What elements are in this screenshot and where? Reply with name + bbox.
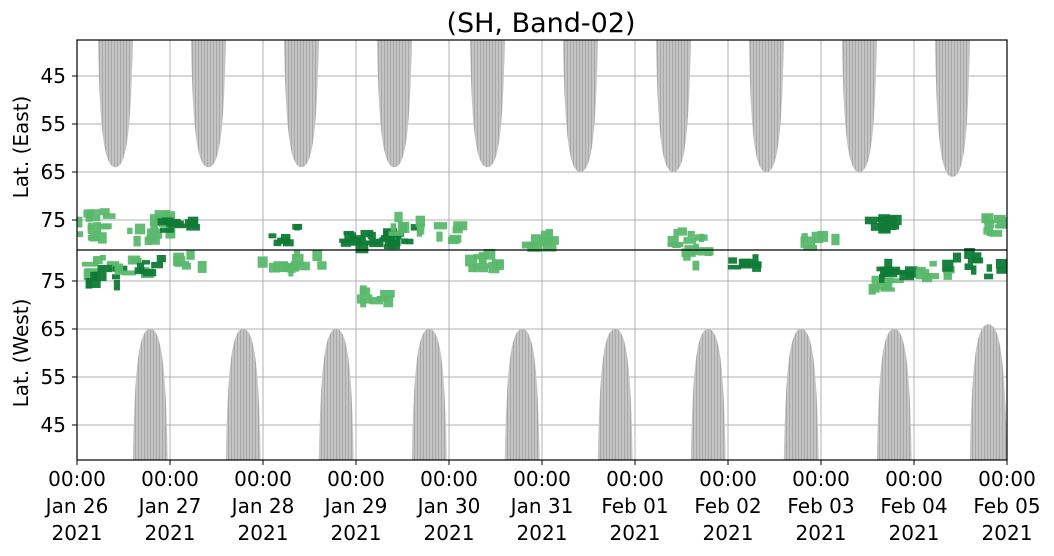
activity-cell (981, 213, 1007, 237)
activity-cell (356, 285, 395, 308)
x-tick-label: 2021 (424, 521, 475, 545)
x-tick-label: Feb 01 (601, 494, 668, 518)
daylight-west-region (783, 329, 819, 460)
y-tick-label: 45 (41, 64, 66, 88)
x-tick-label: 00:00 (885, 467, 943, 491)
x-tick-label: Jan 28 (230, 494, 295, 518)
activity-cell (984, 258, 1007, 280)
y-tick-label: 45 (41, 413, 66, 437)
x-tick-label: 2021 (703, 521, 754, 545)
daylight-east-region (655, 40, 691, 172)
activity-cell (157, 216, 200, 233)
x-tick-label: 2021 (145, 521, 196, 545)
x-tick-label: 2021 (238, 521, 289, 545)
x-tick-label: 00:00 (513, 467, 571, 491)
x-axis: 00:00 Jan 26 2021 00:00 Jan 27 2021 00:00 Jan 2… (44, 460, 1041, 545)
daylight-east-region (97, 40, 133, 168)
x-tick-label: 00:00 (48, 467, 106, 491)
activity-cell (433, 221, 468, 245)
y-axis: 45 55 65 75 75 65 55 45 (41, 64, 77, 437)
activity-cell (942, 248, 984, 275)
x-tick-label: 00:00 (420, 467, 478, 491)
x-tick-label: Jan 27 (137, 494, 202, 518)
daylight-east-region (190, 40, 226, 168)
x-tick-label: Feb 02 (694, 494, 761, 518)
daylight-east-region (283, 40, 319, 168)
daylight-west-region (876, 329, 912, 460)
activity-cell (800, 230, 840, 251)
x-tick-label: Jan 26 (44, 494, 109, 518)
y-tick-label: 55 (41, 112, 66, 136)
activity-regions (77, 208, 1007, 308)
daylight-east-region (841, 40, 877, 172)
daylight-west-region (504, 329, 540, 460)
activity-cell (667, 227, 708, 249)
daylight-east-region (748, 40, 784, 172)
y-tick-label: 75 (41, 269, 66, 293)
activity-cell (257, 256, 299, 277)
y-tick-label: 75 (41, 208, 66, 232)
x-tick-label: 2021 (889, 521, 940, 545)
activity-cell (268, 223, 303, 247)
y-tick-label: 65 (41, 317, 66, 341)
x-tick-label: 00:00 (141, 467, 199, 491)
activity-cell (134, 254, 166, 277)
daylight-west-region (225, 329, 261, 460)
y-axis-label-west: Lat. (West) (9, 299, 33, 408)
x-tick-label: 00:00 (978, 467, 1036, 491)
activity-cell (173, 250, 207, 273)
activity-cell (681, 243, 714, 271)
x-tick-label: 2021 (610, 521, 661, 545)
x-tick-label: 2021 (517, 521, 568, 545)
daylight-east-region (562, 40, 598, 172)
activity-cell (868, 275, 904, 295)
chart-title: (SH, Band-02) (446, 8, 635, 39)
daylight-west-region (690, 329, 726, 460)
x-tick-label: 2021 (982, 521, 1033, 545)
daylight-east-region (376, 40, 412, 168)
x-tick-label: 2021 (796, 521, 847, 545)
x-tick-label: 2021 (331, 521, 382, 545)
activity-cell (864, 214, 902, 234)
y-tick-label: 55 (41, 365, 66, 389)
x-tick-label: 2021 (52, 521, 103, 545)
activity-cell (876, 258, 918, 283)
x-tick-label: 00:00 (606, 467, 664, 491)
daylight-west-region (411, 329, 447, 460)
x-tick-label: Jan 29 (323, 494, 388, 518)
x-tick-label: Feb 03 (787, 494, 854, 518)
y-tick-label: 65 (41, 160, 66, 184)
x-tick-label: Jan 31 (509, 494, 574, 518)
activity-cell (465, 248, 504, 274)
activity-cell (388, 211, 426, 237)
daylight-west-region (318, 329, 354, 460)
activity-cell (83, 208, 116, 234)
daylight-west-region (969, 324, 1007, 460)
activity-cell (521, 228, 559, 252)
x-tick-label: Feb 05 (973, 494, 1040, 518)
x-tick-label: 00:00 (699, 467, 757, 491)
x-tick-label: Feb 04 (880, 494, 947, 518)
activity-cell (727, 254, 762, 272)
daylight-west-region (597, 329, 633, 460)
daylight-east-region (934, 40, 970, 177)
daylight-east-region (469, 40, 505, 168)
daylight-west-region (132, 329, 168, 460)
x-tick-label: 00:00 (327, 467, 385, 491)
activity-cell (291, 249, 327, 271)
y-axis-label-east: Lat. (East) (9, 96, 33, 199)
x-tick-label: 00:00 (792, 467, 850, 491)
daylight-regions (97, 40, 1007, 460)
x-tick-label: 00:00 (234, 467, 292, 491)
x-tick-label: Jan 30 (416, 494, 481, 518)
